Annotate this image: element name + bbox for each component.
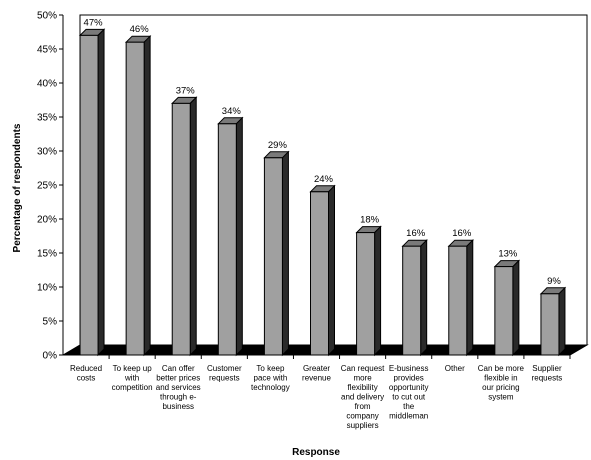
y-tick-label: 5% [43, 317, 58, 328]
x-tick-label: Reduced costs [70, 364, 102, 383]
bar-side [374, 225, 382, 357]
bar-value-label: 47% [84, 17, 104, 28]
y-tick-label: 15% [37, 249, 57, 260]
x-tick-label: Customer requests [207, 364, 242, 383]
bar-value-label: 13% [498, 249, 518, 260]
bar-front [310, 191, 329, 356]
bar-side [235, 116, 243, 357]
bar-front [217, 123, 237, 356]
bar-front [356, 232, 376, 356]
bar-value-label: 9% [547, 276, 561, 287]
x-tick-label: Can offer better prices and services throug… [156, 364, 201, 411]
y-tick-label: 30% [37, 147, 57, 158]
bar-front [125, 41, 145, 356]
x-tick-label: Supplier requests [532, 364, 563, 383]
x-axis-label: Response [292, 447, 340, 458]
x-tick-label: To keep pace with technology [251, 364, 290, 392]
bar-front [402, 245, 422, 356]
bar-side [189, 96, 197, 357]
bar [171, 96, 198, 357]
y-tick-label: 20% [37, 215, 57, 226]
bar-value-label: 16% [452, 228, 472, 239]
bar-value-label: 16% [406, 228, 426, 239]
bar-value-label: 18% [360, 215, 380, 226]
bar [401, 238, 428, 357]
bar [263, 150, 290, 357]
bar-front [448, 245, 468, 356]
bar [124, 34, 152, 357]
bar-front [263, 157, 283, 356]
y-tick-label: 50% [37, 11, 57, 22]
bar [309, 184, 336, 357]
x-tick-label: Other [445, 364, 465, 373]
y-tick-label: 10% [37, 283, 57, 294]
bar [78, 28, 106, 357]
bar-side [512, 259, 520, 357]
bar [539, 286, 567, 357]
bar-front [540, 293, 560, 356]
y-axis-label: Percentage of respondents [12, 123, 23, 252]
x-tick-label: To keep up with competition [112, 364, 153, 392]
x-tick-label: Greater revenue [302, 364, 331, 383]
bar-side [466, 238, 474, 357]
bar-side [328, 184, 335, 357]
x-tick-label: E-business provides opportunity to cut out t… [389, 364, 429, 421]
x-tick-label: Can request more flexibility and delivery fr… [341, 364, 385, 430]
y-tick-label: 40% [37, 79, 57, 90]
bar-value-label: 46% [130, 24, 150, 35]
bar-value-label: 34% [222, 106, 242, 117]
bar-side [143, 34, 151, 357]
bar-value-label: 37% [176, 85, 196, 96]
bar-side [558, 286, 566, 357]
bars: 47% 46% 37% 34% 29% 24% 18% 16% 16% 13% 9% [78, 17, 567, 357]
bar-front [494, 266, 514, 356]
y-tick-label: 25% [37, 181, 57, 192]
bar-side [97, 28, 105, 357]
bar [447, 238, 474, 357]
y-tick-label: 45% [37, 45, 57, 56]
bar-side [281, 150, 289, 357]
y-tick-label: 35% [37, 113, 57, 124]
bar-front [79, 34, 99, 356]
bar-front [171, 102, 191, 356]
bar-value-label: 24% [314, 174, 334, 185]
x-tick-label: Can be more flexible in our pricing system [478, 364, 525, 402]
y-tick-label: 0% [43, 351, 58, 362]
y-axis: 0% 5% 10% 15% 20% 25% 30% 35% 40% 45% 50% [37, 11, 63, 362]
bar [217, 116, 244, 357]
bar-side [420, 238, 428, 357]
bar-value-label: 29% [268, 140, 288, 151]
bar [493, 259, 521, 357]
bar [355, 225, 382, 357]
